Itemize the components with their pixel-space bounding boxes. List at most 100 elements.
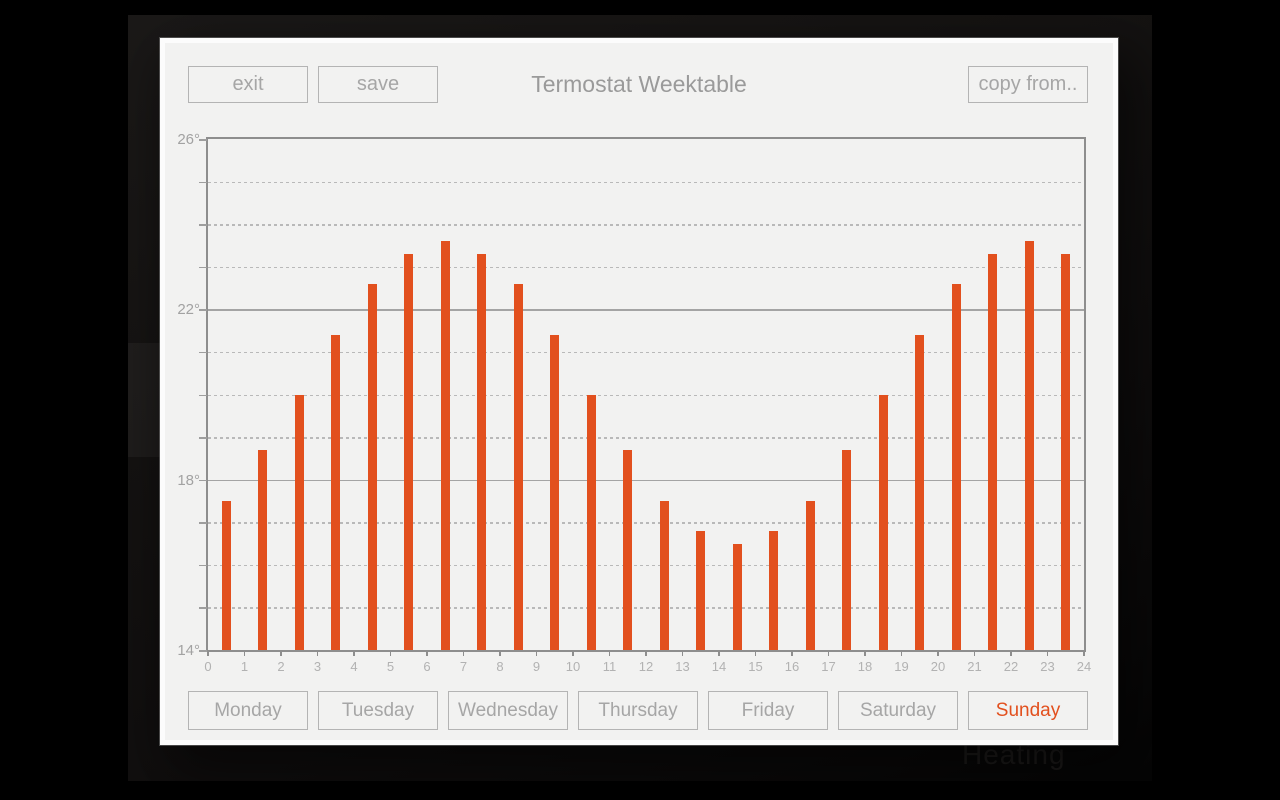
x-axis-tick: [280, 650, 282, 656]
x-axis-tick: [572, 650, 574, 656]
temp-bar-hour-16[interactable]: [805, 500, 815, 650]
x-axis-tick: [1046, 650, 1049, 656]
x-axis-label: 10: [565, 659, 581, 674]
x-axis-tick: [827, 650, 830, 656]
temp-bar-hour-5[interactable]: [404, 253, 414, 650]
x-axis-label: 8: [496, 659, 504, 674]
x-axis-label: 11: [602, 659, 617, 674]
day-button-tuesday[interactable]: Tuesday: [318, 691, 438, 730]
y-axis-tick: [199, 437, 207, 439]
x-axis-tick: [608, 650, 611, 656]
y-axis-tick: [199, 224, 207, 226]
temp-bar-hour-4[interactable]: [367, 283, 377, 650]
copy-from-button[interactable]: copy from..: [968, 66, 1088, 103]
temp-bar-hour-10[interactable]: [586, 394, 596, 650]
x-axis-tick: [389, 650, 392, 656]
gridline-16: [208, 564, 1084, 567]
temp-bar-hour-2[interactable]: [294, 394, 304, 650]
day-button-wednesday[interactable]: Wednesday: [448, 691, 568, 730]
temp-bar-hour-17[interactable]: [842, 449, 852, 650]
gridline-24: [208, 224, 1084, 226]
y-axis-tick: [199, 181, 207, 184]
temp-bar-hour-1[interactable]: [258, 449, 268, 650]
y-axis-tick: [199, 266, 207, 269]
day-button-saturday[interactable]: Saturday: [838, 691, 958, 730]
x-axis-tick: [316, 650, 319, 656]
gridline-15: [208, 607, 1084, 609]
temp-bar-hour-15[interactable]: [769, 530, 779, 650]
temp-bar-hour-22[interactable]: [1024, 241, 1034, 650]
temp-bar-hour-11[interactable]: [623, 449, 633, 650]
y-axis-label: 14°: [177, 642, 200, 659]
x-axis-tick: [462, 650, 465, 656]
x-axis-tick: [791, 650, 793, 656]
y-axis-tick: [199, 309, 207, 311]
day-button-sunday[interactable]: Sunday: [968, 691, 1088, 730]
x-axis-label: 3: [313, 659, 322, 674]
x-axis-label: 1: [240, 659, 249, 674]
x-axis-label: 14: [711, 659, 727, 674]
x-axis-tick: [426, 650, 428, 656]
x-axis-label: 4: [350, 659, 358, 674]
dialog-title: Termostat Weektable: [531, 71, 747, 97]
y-axis-tick: [199, 351, 207, 354]
y-axis-tick: [199, 607, 207, 609]
x-axis-label: 20: [930, 659, 946, 674]
temp-bar-hour-21[interactable]: [988, 253, 998, 650]
y-axis-tick: [199, 139, 207, 141]
x-axis-tick: [937, 650, 939, 656]
y-axis-tick: [199, 522, 207, 524]
temp-bar-hour-7[interactable]: [477, 253, 487, 650]
x-axis-label: 5: [386, 659, 395, 674]
x-axis-label: 13: [675, 659, 690, 674]
x-axis-label: 18: [857, 659, 873, 674]
x-axis-label: 0: [204, 659, 212, 674]
exit-button[interactable]: exit: [188, 66, 308, 103]
temp-bar-hour-0[interactable]: [221, 500, 231, 650]
x-axis-label: 15: [748, 659, 763, 674]
temp-bar-hour-14[interactable]: [732, 543, 742, 650]
temp-bar-hour-9[interactable]: [550, 334, 560, 650]
x-axis-label: 6: [423, 659, 431, 674]
temp-bar-hour-8[interactable]: [513, 283, 523, 650]
temp-bar-hour-19[interactable]: [915, 334, 925, 650]
save-button[interactable]: save: [318, 66, 438, 103]
x-axis-tick: [1083, 650, 1085, 656]
temperature-chart: 26° 22° 18° 14° 0 1 2 3 4 5 6 7 8 9 10 11 12 13 14 15 16 17 18…: [177, 131, 1091, 674]
y-axis-label: 22°: [177, 301, 200, 319]
day-button-monday[interactable]: Monday: [188, 691, 308, 730]
gridline-18: [208, 479, 1084, 482]
temp-bar-hour-13[interactable]: [696, 530, 706, 650]
gridline-21: [208, 351, 1084, 354]
day-button-friday[interactable]: Friday: [708, 691, 828, 730]
x-axis-tick: [353, 650, 355, 656]
x-axis-tick: [243, 650, 246, 656]
gridline-20: [208, 394, 1084, 396]
y-axis-tick: [199, 564, 207, 567]
x-axis-label: 7: [459, 659, 468, 674]
x-axis-label: 22: [1003, 659, 1019, 674]
x-axis-tick: [718, 650, 720, 656]
temp-bar-hour-6[interactable]: [440, 241, 450, 650]
y-axis-label: 18°: [177, 471, 200, 489]
temp-bar-hour-20[interactable]: [951, 283, 961, 650]
temp-bar-hour-18[interactable]: [878, 394, 888, 650]
temp-bar-hour-23[interactable]: [1061, 253, 1071, 650]
x-axis-tick: [645, 650, 647, 656]
day-button-thursday[interactable]: Thursday: [578, 691, 698, 730]
x-axis-tick: [754, 650, 757, 656]
x-axis-tick: [681, 650, 684, 656]
temp-bar-hour-12[interactable]: [659, 500, 669, 650]
x-axis-tick: [864, 650, 866, 656]
temp-bar-hour-3[interactable]: [331, 334, 341, 650]
x-axis-label: 2: [277, 659, 285, 674]
x-axis-label: 23: [1040, 659, 1055, 674]
x-axis-label: 9: [532, 659, 541, 674]
x-axis-tick: [973, 650, 976, 656]
y-axis-tick: [199, 479, 207, 482]
x-axis-label: 21: [967, 659, 982, 674]
y-axis-tick: [199, 394, 207, 396]
gridline-23: [208, 266, 1084, 269]
gridline-19: [208, 437, 1084, 439]
